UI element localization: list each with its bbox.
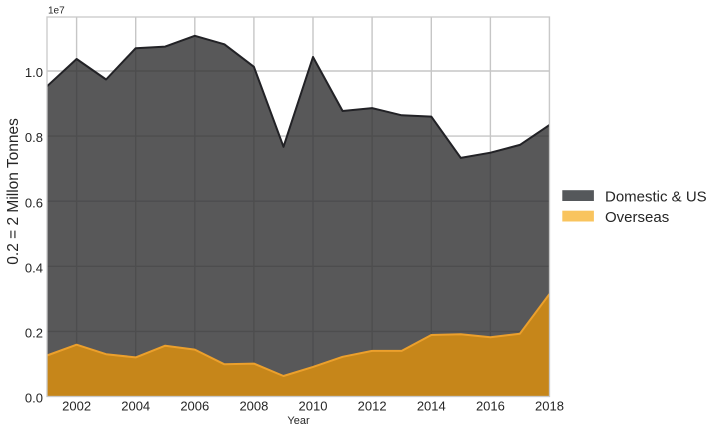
svg-text:2008: 2008 xyxy=(239,399,268,414)
svg-text:2006: 2006 xyxy=(180,399,209,414)
svg-text:2004: 2004 xyxy=(121,399,150,414)
svg-text:Year: Year xyxy=(287,415,310,427)
svg-text:2014: 2014 xyxy=(417,399,446,414)
svg-text:1.0: 1.0 xyxy=(25,65,43,80)
svg-text:2012: 2012 xyxy=(358,399,387,414)
svg-text:0.0: 0.0 xyxy=(25,391,43,406)
svg-text:2016: 2016 xyxy=(476,399,505,414)
svg-text:0.4: 0.4 xyxy=(25,260,43,275)
svg-text:Overseas: Overseas xyxy=(605,209,669,226)
svg-text:0.8: 0.8 xyxy=(25,130,43,145)
svg-text:2018: 2018 xyxy=(535,399,564,414)
svg-text:0.2 = 2 Millon Tonnes: 0.2 = 2 Millon Tonnes xyxy=(5,118,22,265)
svg-text:1e7: 1e7 xyxy=(48,6,65,17)
svg-text:0.6: 0.6 xyxy=(25,195,43,210)
svg-text:Domestic & US: Domestic & US xyxy=(605,189,707,206)
svg-text:2010: 2010 xyxy=(299,399,328,414)
svg-text:0.2: 0.2 xyxy=(25,326,43,341)
svg-text:2002: 2002 xyxy=(62,399,91,414)
